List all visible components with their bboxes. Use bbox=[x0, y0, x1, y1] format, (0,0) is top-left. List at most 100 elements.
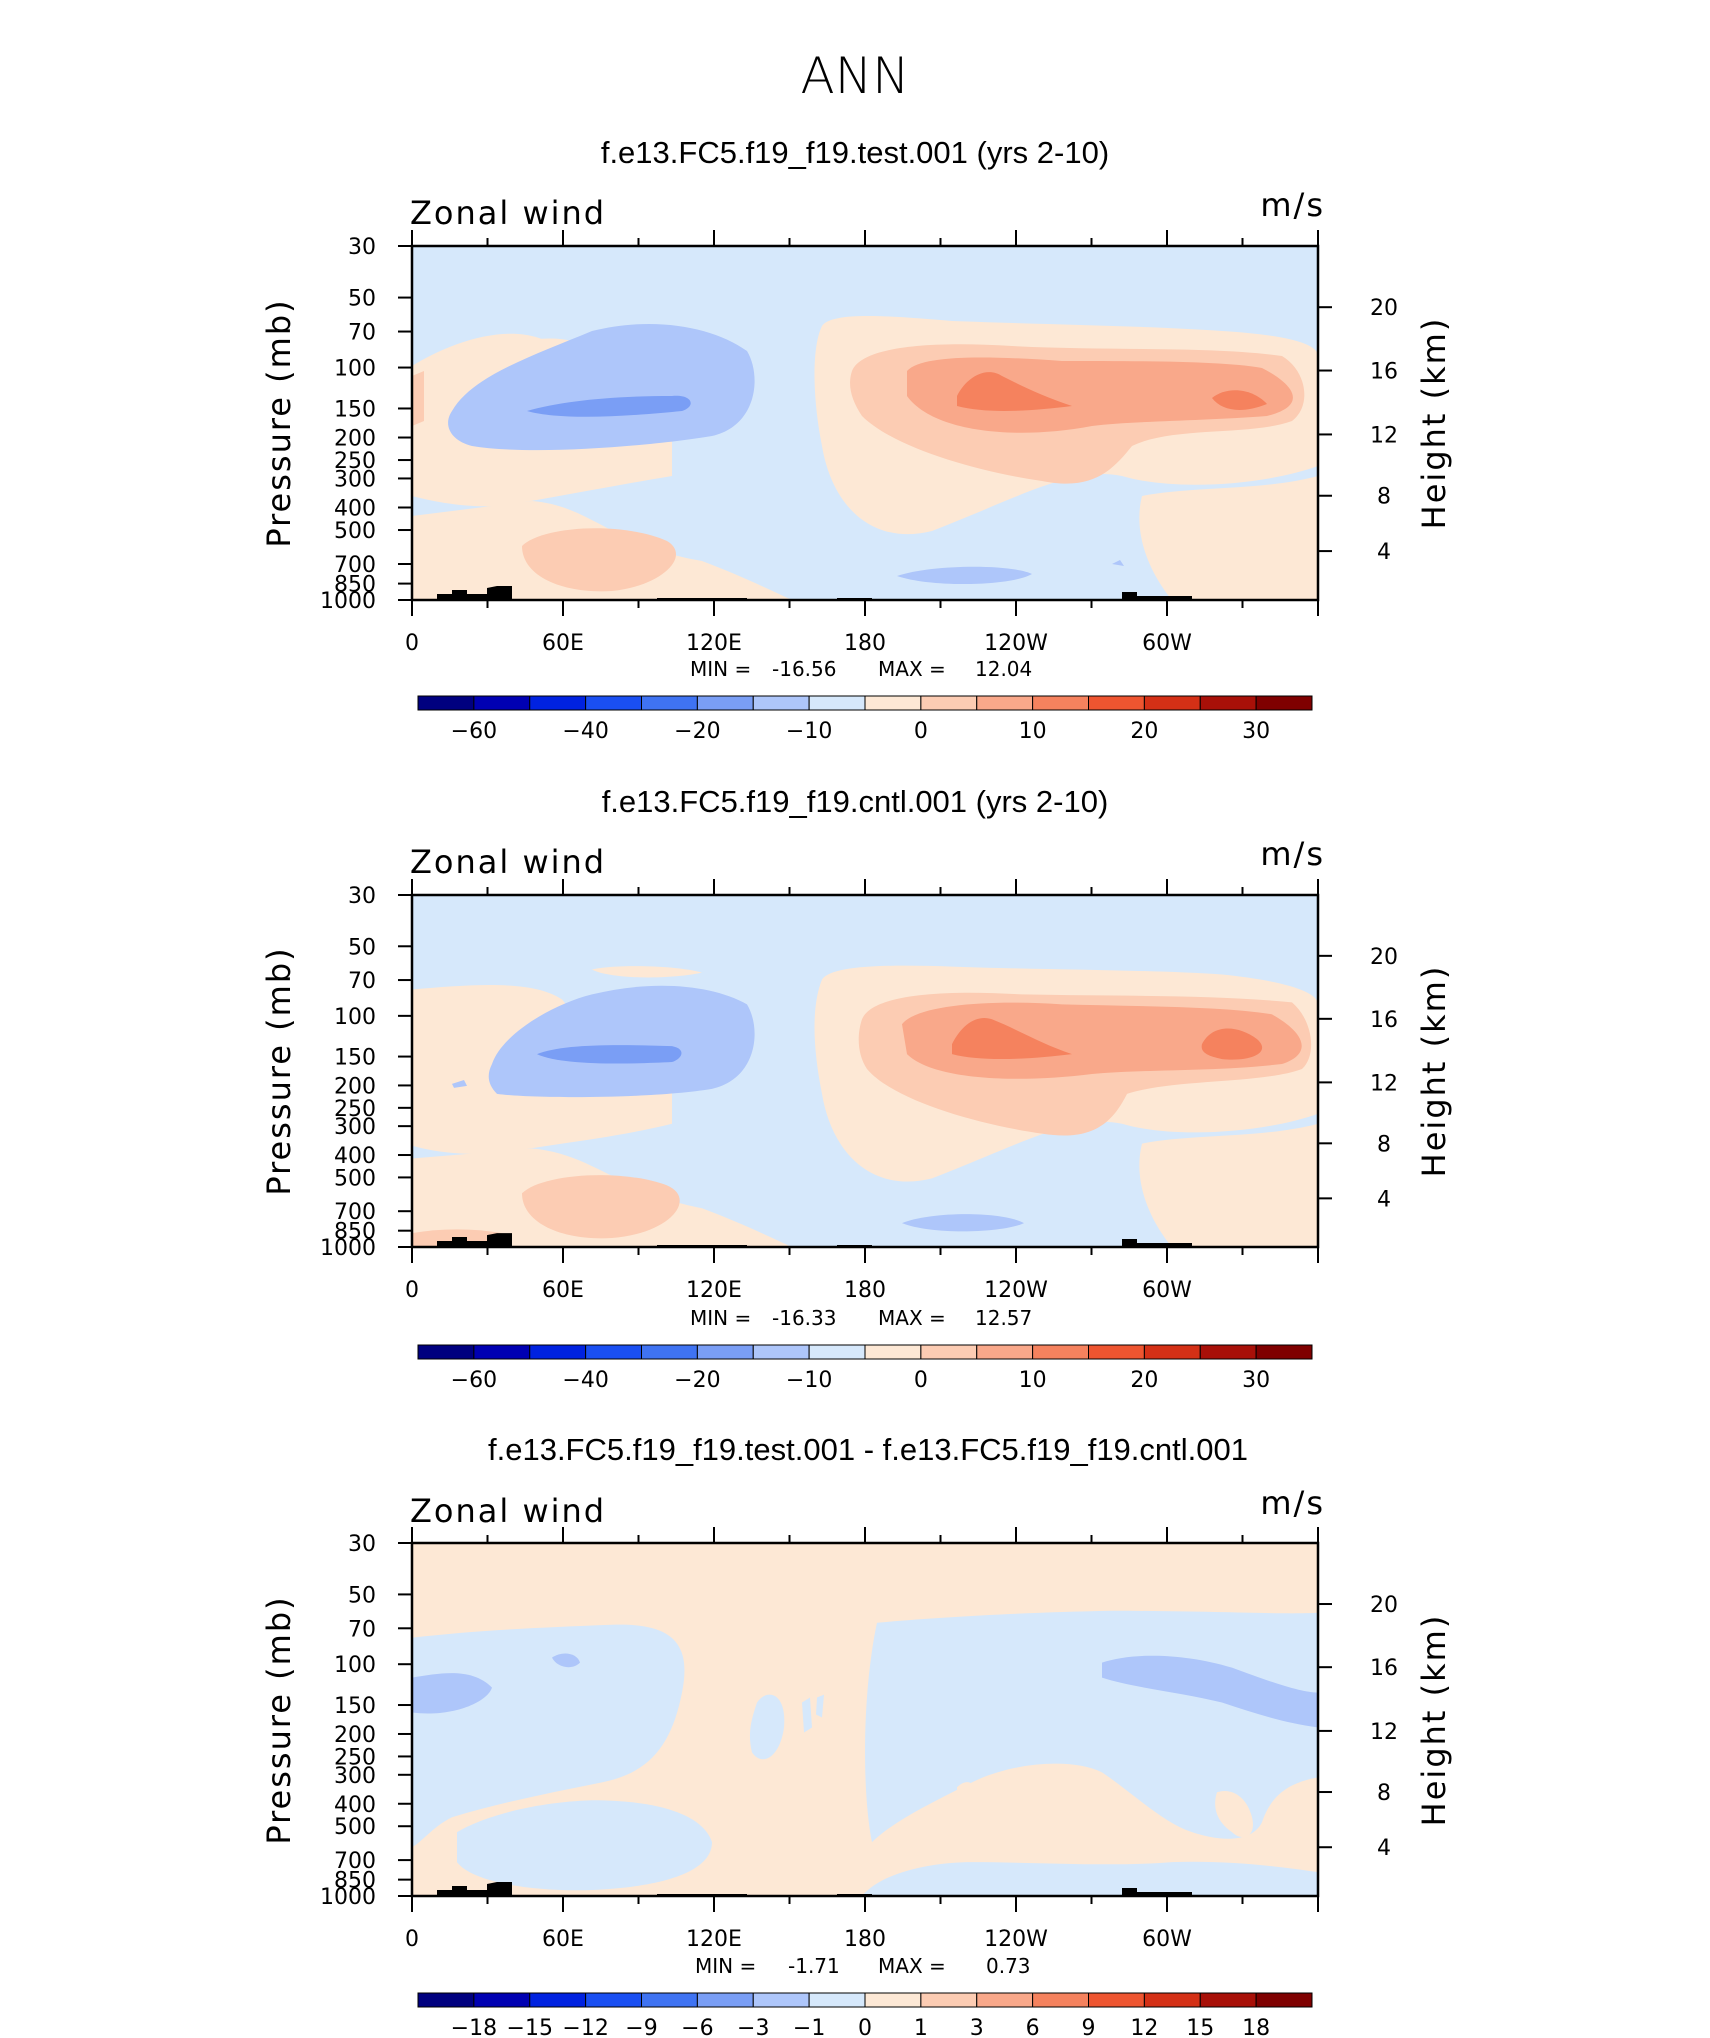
pressure-tick-label: 400 bbox=[334, 1144, 376, 1169]
colorbar-swatch bbox=[529, 695, 587, 711]
pressure-tick-label: 850 bbox=[334, 1220, 376, 1245]
y-axis-label-right: Height (km) bbox=[1415, 1614, 1453, 1827]
colorbar-swatch bbox=[1255, 1992, 1313, 2008]
y-axis-label-right: Height (km) bbox=[1415, 317, 1453, 530]
height-tick-label: 12 bbox=[1370, 1720, 1398, 1745]
pressure-tick-label: 30 bbox=[348, 884, 376, 909]
colorbar-label: −9 bbox=[625, 2016, 657, 2038]
colorbar-label: 30 bbox=[1242, 1368, 1270, 1393]
max-label: MAX = bbox=[878, 657, 946, 681]
colorbar-swatch bbox=[641, 695, 698, 711]
colorbar-label: 0 bbox=[914, 719, 928, 744]
colorbar-swatch bbox=[696, 1344, 754, 1360]
pressure-tick-label: 100 bbox=[334, 1005, 376, 1030]
variable-label: Zonal wind bbox=[410, 194, 606, 232]
variable-label: Zonal wind bbox=[410, 843, 606, 881]
colorbar-label: 6 bbox=[1026, 2016, 1040, 2038]
colorbar-swatch bbox=[920, 695, 978, 711]
y-axis-label: Pressure (mb) bbox=[260, 1595, 298, 1844]
units-label: m/s bbox=[1260, 835, 1325, 873]
y-axis-label: Pressure (mb) bbox=[260, 946, 298, 1195]
pressure-tick-label: 100 bbox=[334, 357, 376, 382]
colorbar-label: −20 bbox=[674, 719, 720, 744]
pressure-tick-label: 400 bbox=[334, 1793, 376, 1818]
colorbar: −18 −15 −12 −9 −6 −3 −1 0 1 3 6 9 12 15 18 bbox=[417, 1992, 1313, 2038]
pressure-tick-label: 1000 bbox=[320, 1885, 376, 1910]
colorbar-label: 0 bbox=[914, 1368, 928, 1393]
height-tick-label: 12 bbox=[1370, 1071, 1398, 1096]
colorbar-label: −60 bbox=[451, 719, 497, 744]
pressure-tick-label: 200 bbox=[334, 1723, 376, 1748]
colorbar-label: 18 bbox=[1242, 2016, 1270, 2038]
min-value: -16.33 bbox=[772, 1306, 836, 1330]
colorbar-label: −15 bbox=[507, 2016, 553, 2038]
colorbar-label: −1 bbox=[793, 2016, 825, 2038]
colorbar-label: −18 bbox=[451, 2016, 497, 2038]
colorbar-label: −40 bbox=[562, 719, 608, 744]
colorbar-swatch bbox=[1255, 695, 1313, 711]
colorbar-label: −60 bbox=[451, 1368, 497, 1393]
max-value: 0.73 bbox=[986, 1954, 1031, 1978]
colorbar-label: 20 bbox=[1130, 1368, 1158, 1393]
colorbar-swatch bbox=[473, 695, 531, 711]
pressure-tick-label: 30 bbox=[348, 235, 376, 260]
pressure-tick-label: 300 bbox=[334, 1764, 376, 1789]
height-tick-label: 16 bbox=[1370, 360, 1398, 385]
colorbar-swatch bbox=[1199, 1344, 1257, 1360]
colorbar: −60 −40 −20 −10 0 10 20 30 bbox=[417, 695, 1313, 744]
pressure-tick-label: 200 bbox=[334, 427, 376, 452]
height-tick-label: 8 bbox=[1377, 1781, 1391, 1806]
colorbar-label: −20 bbox=[674, 1368, 720, 1393]
colorbar-swatch bbox=[752, 695, 810, 711]
height-tick-label: 8 bbox=[1377, 1132, 1391, 1157]
pressure-tick-label: 70 bbox=[348, 321, 376, 346]
lon-tick-label: 180 bbox=[844, 1927, 886, 1952]
colorbar-swatch bbox=[864, 1344, 922, 1360]
panel-title: f.e13.FC5.f19_f19.test.001 - f.e13.FC5.f… bbox=[488, 1432, 1248, 1467]
pressure-tick-label: 50 bbox=[348, 1583, 376, 1608]
colorbar-swatch bbox=[696, 695, 754, 711]
colorbar-label: −3 bbox=[737, 2016, 769, 2038]
pressure-tick-label: 300 bbox=[334, 1115, 376, 1140]
lon-tick-label: 120E bbox=[686, 1278, 742, 1303]
colorbar-label: 10 bbox=[1019, 1368, 1047, 1393]
lon-tick-label: 60W bbox=[1142, 631, 1192, 656]
contour-field bbox=[412, 246, 1318, 600]
lon-tick-label: 120E bbox=[686, 631, 742, 656]
colorbar-swatch bbox=[1199, 1992, 1257, 2008]
max-label: MAX = bbox=[878, 1954, 946, 1978]
colorbar-swatch bbox=[473, 1344, 531, 1360]
colorbar-swatch bbox=[585, 695, 642, 711]
min-value: -16.56 bbox=[772, 657, 836, 681]
y-axis-label: Pressure (mb) bbox=[260, 298, 298, 547]
height-tick-label: 20 bbox=[1370, 945, 1398, 970]
pressure-tick-label: 400 bbox=[334, 496, 376, 521]
colorbar: −60 −40 −20 −10 0 10 20 30 bbox=[417, 1344, 1313, 1393]
pressure-tick-label: 250 bbox=[334, 1745, 376, 1770]
colorbar-label: 3 bbox=[970, 2016, 984, 2038]
pressure-tick-label: 50 bbox=[348, 287, 376, 312]
lon-tick-label: 180 bbox=[844, 631, 886, 656]
colorbar-label: −10 bbox=[786, 719, 832, 744]
height-tick-label: 8 bbox=[1377, 485, 1391, 510]
colorbar-swatch bbox=[473, 1992, 531, 2008]
colorbar-label: 1 bbox=[914, 2016, 928, 2038]
pressure-tick-label: 500 bbox=[334, 1166, 376, 1191]
pressure-tick-label: 250 bbox=[334, 449, 376, 474]
colorbar-swatch bbox=[529, 1344, 587, 1360]
min-label: MIN = bbox=[695, 1954, 756, 1978]
colorbar-swatch bbox=[585, 1344, 642, 1360]
lon-tick-label: 60E bbox=[542, 1278, 584, 1303]
colorbar-swatch bbox=[417, 695, 475, 711]
colorbar-swatch bbox=[864, 695, 922, 711]
lon-tick-label: 120W bbox=[984, 631, 1048, 656]
colorbar-label: −10 bbox=[786, 1368, 832, 1393]
pressure-tick-label: 150 bbox=[334, 1694, 376, 1719]
pressure-tick-label: 850 bbox=[334, 1869, 376, 1894]
lon-tick-label: 0 bbox=[405, 1278, 419, 1303]
pressure-tick-label: 250 bbox=[334, 1097, 376, 1122]
figure-title: ANN bbox=[800, 47, 909, 105]
colorbar-swatch bbox=[1199, 695, 1257, 711]
panel-cntl: f.e13.FC5.f19_f19.cntl.001 (yrs 2-10) Zo… bbox=[260, 784, 1453, 1393]
